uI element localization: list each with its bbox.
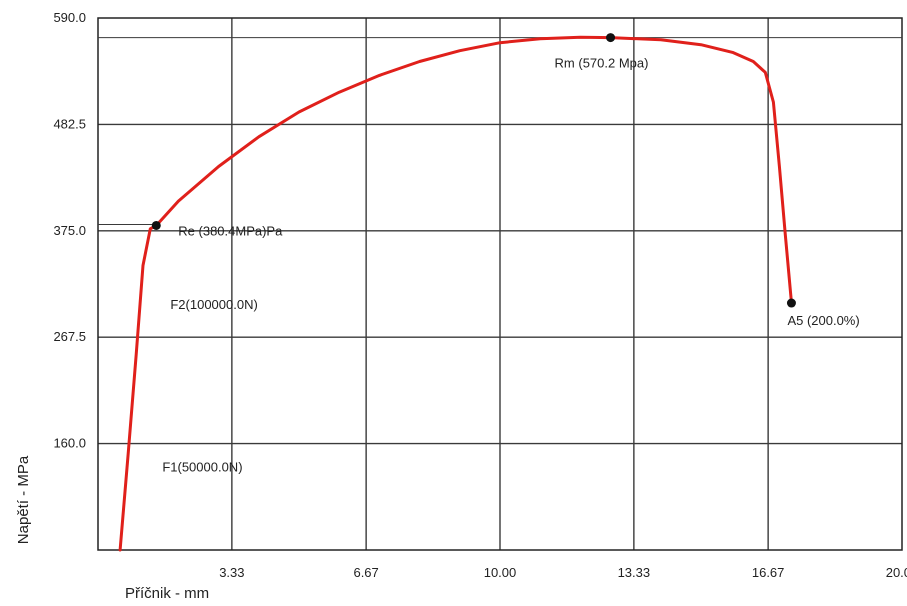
marker-a5 xyxy=(786,298,796,308)
annotation-re: Re (380.4MPa)Pa xyxy=(178,223,283,238)
reference-lines xyxy=(98,37,902,225)
y-axis-label: Napětí - MPa xyxy=(15,455,32,544)
marker-re xyxy=(151,220,161,230)
y-tick-label: 375.0 xyxy=(53,223,86,238)
x-tick-label: 13.33 xyxy=(618,565,651,580)
x-tick-labels: 3.33 6.67 10.00 13.33 16.67 20.00 xyxy=(219,565,907,580)
annotation-a5: A5 (200.0%) xyxy=(787,313,859,328)
x-tick-label: 20.00 xyxy=(886,565,907,580)
x-tick-label: 16.67 xyxy=(752,565,785,580)
point-markers xyxy=(151,33,796,308)
x-tick-label: 6.67 xyxy=(353,565,378,580)
annotation-f1: F1(50000.0N) xyxy=(162,459,242,474)
x-axis-label: Příčnik - mm xyxy=(125,585,209,602)
x-tick-label: 3.33 xyxy=(219,565,244,580)
y-tick-label: 267.5 xyxy=(53,329,86,344)
marker-rm xyxy=(606,33,616,43)
plot-frame xyxy=(97,17,903,551)
stress-strain-curve xyxy=(118,35,793,552)
x-tick-label: 10.00 xyxy=(484,565,517,580)
y-tick-labels: 590.0 482.5 375.0 267.5 160.0 xyxy=(53,10,86,451)
annotation-labels: Re (380.4MPa)Pa Rm (570.2 Mpa) A5 (200.0%)… xyxy=(162,56,859,475)
annotation-rm: Rm (570.2 Mpa) xyxy=(555,56,649,71)
y-tick-label: 590.0 xyxy=(53,10,86,25)
y-tick-label: 160.0 xyxy=(53,436,86,451)
annotation-f2: F2(100000.0N) xyxy=(170,297,257,312)
grid-lines xyxy=(98,18,902,550)
y-tick-label: 482.5 xyxy=(53,116,86,131)
